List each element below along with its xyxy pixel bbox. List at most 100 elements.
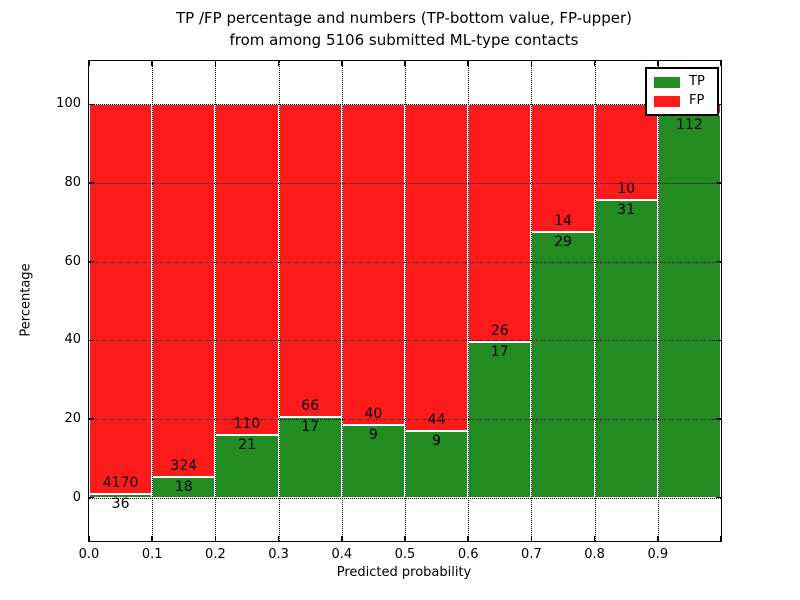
bar-segment-tp [594, 200, 658, 498]
bar-segment-fp [278, 104, 342, 418]
x-tick-mark [593, 536, 596, 541]
chart-title-line1: TP /FP percentage and numbers (TP-bottom… [176, 9, 632, 27]
x-tick-mark [593, 61, 596, 66]
bar-segment-fp [152, 104, 216, 477]
x-tick-label: 0.8 [584, 547, 605, 562]
x-tick-mark [341, 536, 343, 541]
gridline-vertical [531, 61, 533, 541]
y-tick-mark [89, 260, 94, 263]
bar-segment-fp [594, 104, 658, 201]
y-tick-mark [89, 103, 94, 106]
bar-count-label-fp: 4170 [102, 475, 139, 492]
x-tick-label: 0.3 [268, 547, 289, 562]
bar-count-label-tp: 17 [301, 419, 320, 436]
x-tick-mark [404, 61, 406, 66]
legend-item: TP [654, 75, 712, 89]
x-tick-mark [151, 536, 153, 541]
legend-swatch-tp [654, 76, 680, 88]
bar-count-label-tp: 9 [368, 427, 378, 444]
gridline-horizontal [89, 261, 721, 263]
y-tick-mark [716, 260, 721, 263]
bar-count-label-fp: 26 [490, 323, 509, 340]
x-tick-mark [720, 61, 722, 66]
chart-title: TP /FP percentage and numbers (TP-bottom… [88, 7, 720, 51]
x-tick-mark [530, 536, 533, 541]
x-tick-label: 0.7 [521, 547, 542, 562]
gridline-horizontal [89, 182, 721, 184]
x-tick-mark [214, 536, 217, 541]
x-tick-label: 0.2 [205, 547, 226, 562]
x-tick-label: 0.5 [394, 547, 416, 562]
gridline-vertical [405, 61, 406, 541]
x-tick-mark [151, 61, 153, 66]
bar-count-label-fp: 66 [301, 398, 320, 415]
bar-segment-tp [531, 232, 595, 498]
x-tick-label: 0.1 [141, 547, 163, 562]
plot-area: 36 4170 18 324 21 110 17 66 9 40 9 44 17 26 29 14 31 10 11… [56, 60, 722, 562]
y-tick-label: 80 [64, 174, 81, 190]
gridline-horizontal [89, 497, 721, 499]
bar-count-label-fp: 110 [233, 415, 261, 432]
x-tick-mark [404, 536, 406, 541]
x-tick-label: 0.4 [331, 547, 353, 562]
x-tick-mark [88, 61, 90, 66]
x-tick-mark [467, 61, 469, 66]
y-axis-label: Percentage [18, 263, 34, 337]
bar-count-label-tp: 29 [554, 234, 572, 251]
y-tick-mark [89, 339, 94, 342]
bar-segment-tp [89, 494, 153, 498]
x-tick-label: 0.0 [78, 547, 100, 562]
bar-count-label-tp: 9 [432, 432, 442, 449]
y-tick-mark [89, 496, 94, 499]
y-tick-label: 0 [72, 489, 81, 505]
gridline-vertical [341, 61, 343, 541]
bar-count-label-fp: 10 [617, 181, 636, 198]
legend-swatch-fp [654, 95, 680, 107]
bar-count-label-tp: 36 [111, 496, 130, 513]
x-tick-label: 0.9 [647, 547, 669, 562]
x-tick-mark [657, 61, 659, 66]
legend: TP FP [645, 67, 719, 116]
legend-label-fp: FP [689, 93, 705, 108]
bar-count-label-tp: 17 [490, 344, 509, 361]
gridline-horizontal [89, 419, 721, 421]
x-tick-mark [214, 61, 217, 66]
bar-count-label-tp: 112 [676, 116, 703, 133]
x-tick-mark [341, 61, 343, 66]
y-tick-mark [716, 496, 721, 499]
x-tick-mark [277, 61, 280, 66]
x-tick-mark [88, 536, 90, 541]
gridline-vertical [215, 61, 217, 541]
bar-segment-fp [89, 104, 153, 495]
y-tick-mark [89, 418, 94, 420]
x-tick-mark [277, 536, 280, 541]
gridline-vertical [278, 61, 280, 541]
bar-segment-fp [405, 104, 469, 431]
legend-label-tp: TP [689, 74, 705, 89]
gridline-horizontal [89, 340, 721, 342]
gridline-horizontal [89, 104, 721, 106]
bar-segment-tp [657, 114, 721, 498]
bar-count-label-fp: 44 [427, 411, 446, 428]
bar-count-label-tp: 21 [238, 436, 256, 453]
x-tick-mark [467, 536, 469, 541]
x-tick-label: 0.6 [457, 547, 479, 562]
bar-count-label-fp: 40 [364, 406, 383, 423]
y-tick-label: 60 [64, 253, 81, 269]
bar-count-label-fp: 14 [554, 213, 572, 230]
y-tick-label: 100 [56, 96, 81, 112]
x-tick-mark [720, 536, 722, 541]
bar-count-label-fp: 324 [170, 458, 198, 475]
legend-item: FP [654, 94, 712, 108]
bar-count-label-tp: 18 [174, 479, 193, 496]
x-tick-mark [657, 536, 659, 541]
gridline-vertical [468, 61, 470, 541]
chart-title-line2: from among 5106 submitted ML-type contac… [229, 31, 579, 49]
bar-count-label-tp: 31 [617, 202, 636, 219]
y-tick-mark [716, 339, 721, 342]
bar-segment-tp [215, 434, 279, 498]
y-tick-mark [89, 182, 94, 184]
gridline-vertical [594, 61, 596, 541]
bar-segment-fp [341, 104, 405, 426]
